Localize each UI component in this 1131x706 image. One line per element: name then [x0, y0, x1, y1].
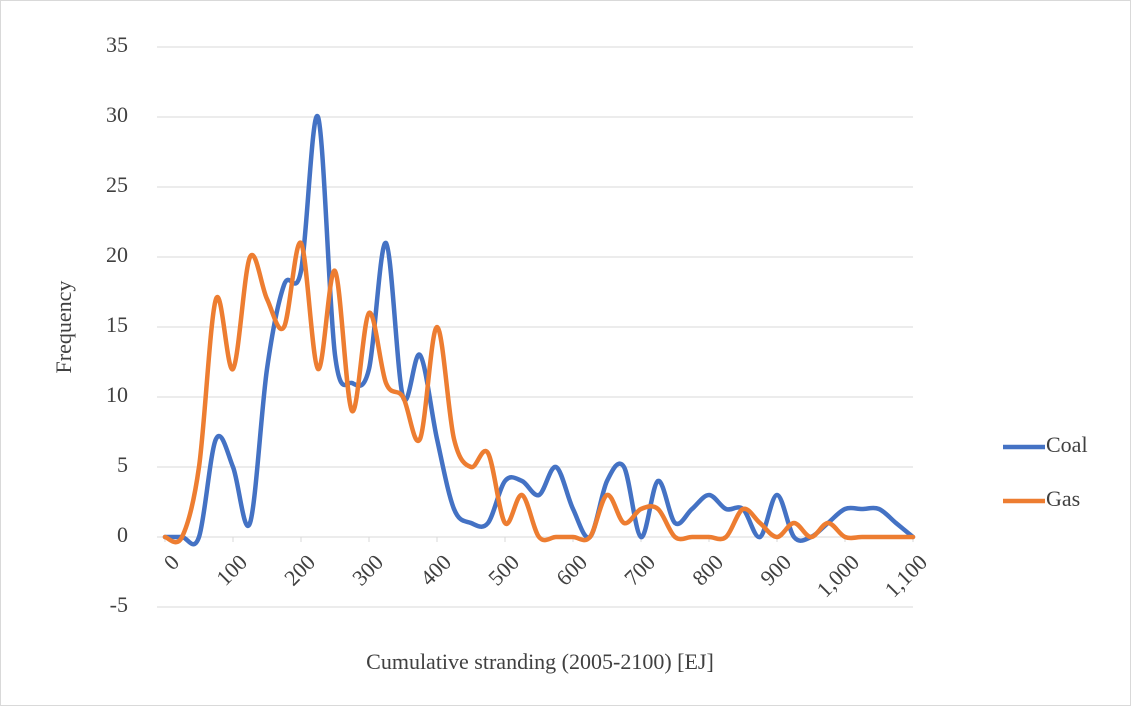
- y-tick-label: 5: [117, 452, 128, 477]
- y-tick-label: 30: [106, 102, 128, 127]
- x-axis-title: Cumulative stranding (2005-2100) [EJ]: [366, 649, 714, 674]
- y-tick-label: 0: [117, 522, 128, 547]
- series-line: [162, 240, 916, 545]
- y-tick-label: -5: [110, 592, 128, 617]
- y-tick-label: 20: [106, 242, 128, 267]
- series-line: [162, 114, 916, 547]
- y-tick-label: 10: [106, 382, 128, 407]
- y-tick-label: 25: [106, 172, 128, 197]
- y-tick-label: 35: [106, 32, 128, 57]
- legend-label: Coal: [1046, 432, 1088, 457]
- y-tick-label: 15: [106, 312, 128, 337]
- legend-label: Gas: [1046, 486, 1080, 511]
- y-axis-title: Frequency: [51, 281, 76, 374]
